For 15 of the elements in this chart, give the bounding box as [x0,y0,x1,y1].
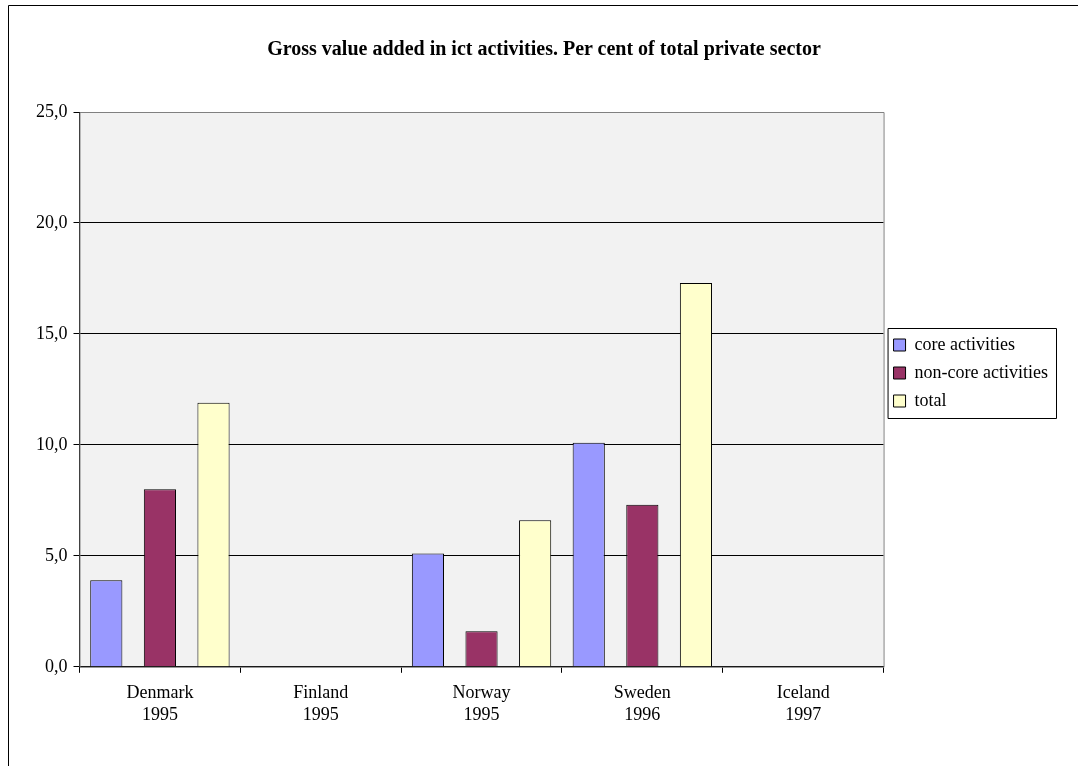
legend-label: core activities [914,333,1016,354]
x-tick-label: Iceland 1997 [776,682,830,724]
legend-label: non-core activities [914,361,1049,382]
legend-label: total [914,389,947,410]
y-tick-label: 25,0 [36,100,68,121]
y-tick-label: 10,0 [36,433,68,454]
x-tick-label: Norway 1995 [452,682,511,724]
y-tick-label: 20,0 [36,211,68,232]
y-tick-label: 5,0 [45,544,68,565]
x-tick-label: Finland 1995 [293,682,349,724]
y-tick-label: 15,0 [36,322,68,343]
chart-title: Gross value added in ict activities. Per cent of total private sector [267,37,821,61]
y-tick-label: 0,0 [45,655,68,676]
x-tick-label: Denmark 1995 [126,682,194,724]
x-tick-label: Sweden 1996 [613,682,671,724]
